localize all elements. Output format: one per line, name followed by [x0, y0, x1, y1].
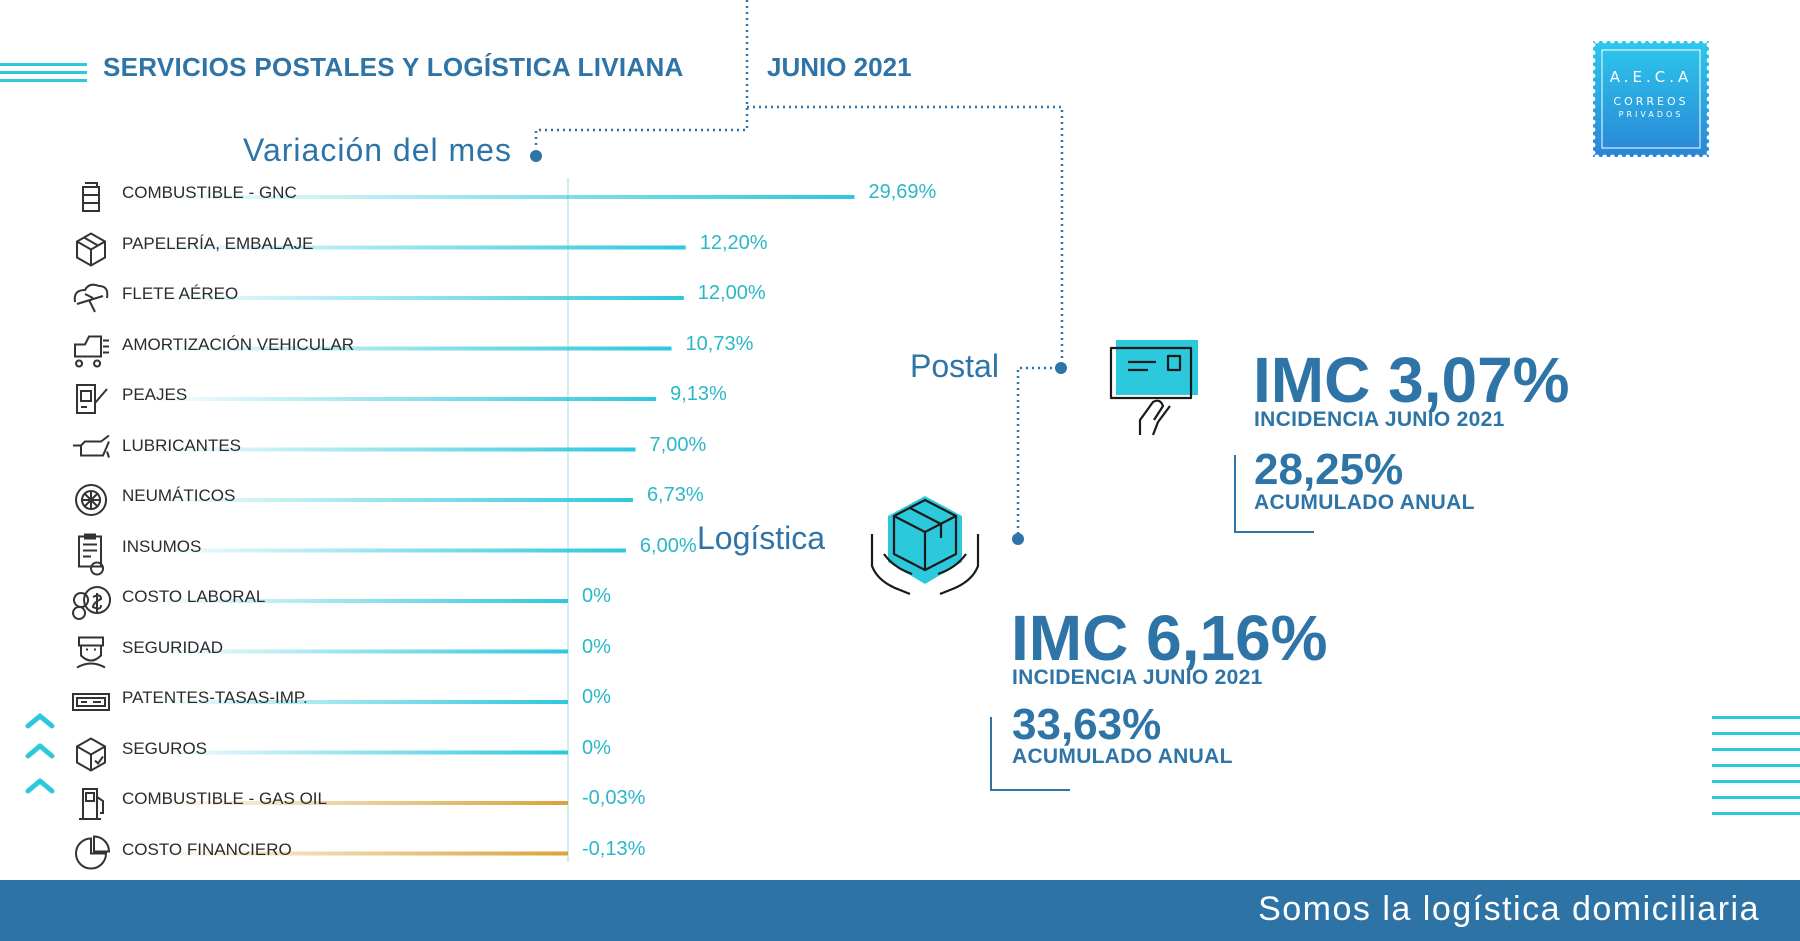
toll-booth-icon	[76, 384, 108, 414]
bar	[150, 346, 672, 351]
bar	[150, 649, 568, 654]
page-title: SERVICIOS POSTALES Y LOGÍSTICA LIVIANA	[103, 52, 684, 82]
oil-can-icon	[73, 434, 110, 458]
category-label: COSTO FINANCIERO	[122, 839, 292, 859]
postal-dot	[1055, 362, 1067, 374]
clipboard-icon	[78, 533, 105, 576]
bar	[150, 548, 626, 553]
coins-icon	[72, 586, 112, 620]
page-date: JUNIO 2021	[767, 52, 912, 82]
category-label: SEGUROS	[122, 738, 208, 758]
bar	[150, 447, 636, 452]
chevron-up-icon	[25, 743, 55, 759]
stamp-shape	[1590, 38, 1712, 160]
logo-line-2: CORREOS	[1613, 95, 1689, 108]
value-label: 0%	[582, 635, 611, 658]
box-icon	[76, 232, 106, 267]
logistica-acumulado: 33,63%	[1012, 700, 1162, 749]
category-label: AMORTIZACIÓN VEHICULAR	[122, 334, 355, 354]
value-label: 9,13%	[670, 383, 727, 405]
truck-icon	[74, 335, 109, 368]
value-label: 7,00%	[649, 433, 707, 456]
category-label: PEAJES	[122, 385, 188, 404]
logistica-acumulado-label: ACUMULADO ANUAL	[1012, 745, 1233, 768]
postal-incidencia: INCIDENCIA JUNIO 2021	[1254, 408, 1505, 431]
bar-chart	[72, 178, 855, 870]
logistica-incidencia: INCIDENCIA JUNIO 2021	[1012, 666, 1263, 689]
chart-title: Variación del mes	[243, 132, 512, 168]
logistica-connector	[1016, 366, 1058, 537]
value-label: 6,00%	[639, 534, 697, 557]
postal-bracket	[1234, 455, 1314, 533]
value-label: 12,00%	[697, 282, 766, 304]
bar	[150, 195, 855, 199]
box-hands-icon	[870, 496, 980, 596]
postal-acumulado: 28,25%	[1254, 445, 1404, 494]
category-label: SEGURIDAD	[122, 637, 224, 657]
value-label: -0,13%	[582, 837, 646, 860]
category-label: INSUMOS	[122, 536, 202, 556]
bar	[150, 397, 657, 401]
shield-box-icon	[76, 737, 106, 772]
logo-line-3: PRIVADOS	[1618, 110, 1684, 119]
bar	[150, 801, 568, 805]
value-label: 12,20%	[699, 231, 768, 254]
title-connector	[534, 0, 749, 146]
postal-acumulado-label: ACUMULADO ANUAL	[1254, 491, 1475, 514]
gas-cylinder-icon	[82, 182, 100, 212]
bar	[150, 296, 684, 300]
category-label: COSTO LABORAL	[122, 587, 266, 606]
bar	[150, 599, 568, 603]
category-label: PATENTES-TASAS-IMP.	[122, 688, 308, 707]
category-label: COMBUSTIBLE - GNC	[122, 183, 297, 202]
value-label: 0%	[582, 736, 611, 759]
postal-imc: IMC 3,07%	[1253, 344, 1570, 416]
footer-tagline: Somos la logística domiciliaria	[1258, 890, 1760, 928]
cloud-plane-icon	[73, 283, 109, 313]
value-label: 10,73%	[685, 332, 754, 355]
security-guard-icon	[76, 636, 106, 669]
value-label: 29,69%	[868, 181, 937, 203]
value-label: 6,73%	[646, 484, 704, 506]
bar	[150, 851, 568, 856]
postal-label: Postal	[910, 348, 999, 384]
logo-line-1: A.E.C.A	[1609, 68, 1693, 86]
tire-icon	[75, 484, 107, 516]
footer-bar	[0, 880, 1800, 941]
pie-icon	[75, 835, 111, 870]
category-label: PAPELERÍA, EMBALAJE	[122, 233, 314, 253]
category-label: FLETE AÉREO	[122, 284, 239, 303]
aeca-logo: A.E.C.A CORREOS PRIVADOS	[1590, 38, 1712, 160]
value-label: -0,03%	[582, 787, 646, 809]
bar	[150, 700, 568, 704]
category-label: COMBUSTIBLE - GAS OIL	[122, 789, 327, 808]
bar	[150, 245, 686, 250]
envelope-hand-icon	[1109, 340, 1198, 436]
bar	[150, 498, 633, 502]
logistica-label: Logística	[697, 520, 826, 556]
value-label: 0%	[582, 686, 611, 708]
category-label: LUBRICANTES	[122, 435, 242, 455]
chart-title-dot	[530, 150, 542, 162]
chevrons-decoration	[25, 713, 55, 794]
logistica-imc: IMC 6,16%	[1011, 602, 1328, 674]
ticket-icon	[72, 693, 110, 711]
logistica-bracket	[990, 717, 1070, 791]
fuel-pump-icon	[79, 788, 104, 820]
value-label: 0%	[582, 585, 611, 607]
bar	[150, 750, 568, 755]
logistica-dot	[1012, 533, 1024, 545]
chevron-up-icon	[25, 713, 55, 729]
chevron-up-icon	[25, 778, 55, 794]
category-label: NEUMÁTICOS	[122, 486, 236, 505]
